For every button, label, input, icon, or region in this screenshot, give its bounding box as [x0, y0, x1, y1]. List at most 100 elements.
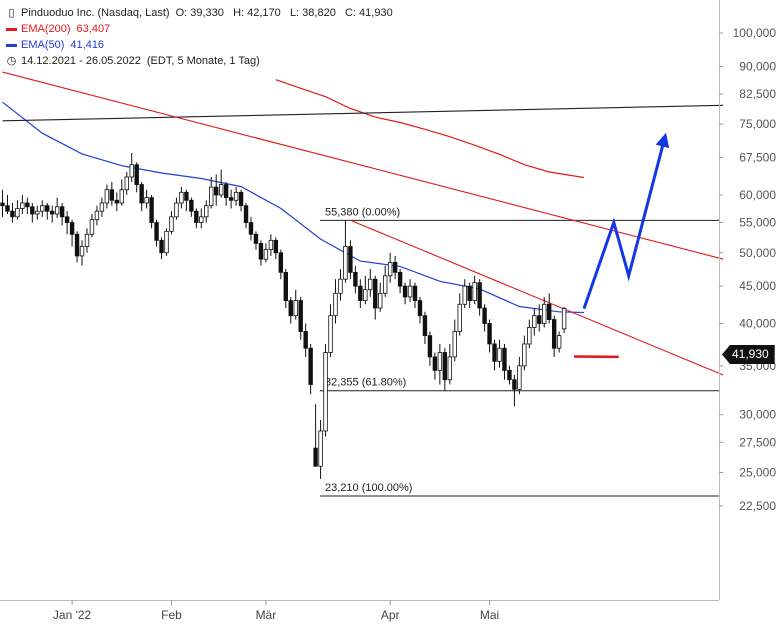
candle	[194, 208, 199, 229]
candle	[119, 179, 124, 206]
candle-body	[561, 308, 567, 330]
candle	[109, 182, 115, 206]
candle-body	[129, 164, 134, 178]
candle	[353, 265, 358, 294]
candle-body	[348, 246, 353, 273]
candle-body	[119, 189, 124, 204]
candle	[20, 194, 25, 215]
ema50-path	[2, 101, 585, 314]
y-tick-label: 100,000	[733, 26, 777, 40]
candle-body	[64, 216, 70, 223]
candle	[268, 234, 274, 256]
candle	[248, 216, 254, 241]
candle	[308, 343, 313, 395]
candle-body	[283, 271, 288, 301]
candle-body	[298, 300, 303, 332]
candle-body	[556, 335, 562, 349]
ohlc-values: O: 39,330 H: 42,170 L: 38,820 C: 41,930	[175, 7, 393, 19]
y-tick-label: 25,000	[739, 466, 776, 480]
ema50-swatch	[6, 43, 17, 47]
candle	[159, 237, 164, 260]
candle	[169, 211, 174, 235]
candle	[278, 249, 284, 280]
candle	[84, 228, 90, 253]
candle	[50, 205, 55, 223]
candle	[209, 176, 214, 209]
candle	[532, 308, 537, 336]
candle-body	[35, 210, 40, 215]
candle-body	[422, 315, 428, 337]
candlestick-icon: ▯	[8, 7, 15, 19]
candle	[253, 231, 259, 250]
candle-body	[273, 239, 279, 254]
candle	[288, 296, 293, 324]
trendline-red	[350, 219, 724, 376]
x-tick-label: Mai	[480, 608, 499, 622]
candle-body	[373, 278, 378, 309]
candle	[214, 174, 219, 206]
candle	[64, 211, 70, 235]
candle	[522, 335, 527, 371]
candle	[129, 152, 134, 183]
candle	[397, 269, 403, 294]
candle-body	[487, 323, 492, 345]
candle-body	[15, 208, 20, 218]
ema50-label: EMA(50)	[21, 39, 65, 51]
candle-body	[457, 303, 462, 332]
candle	[492, 339, 497, 371]
x-tick-label: Feb	[161, 608, 182, 622]
candle-body	[154, 222, 159, 241]
y-tick-label: 50,000	[739, 246, 776, 260]
y-tick-label: 75,000	[739, 117, 776, 131]
chart-legend: ▯ Pinduoduo Inc. (Nasdaq, Last) O: 39,33…	[6, 5, 393, 69]
candle-body	[542, 303, 547, 324]
legend-range-row: ◷ 14.12.2021 - 26.05.2022 (EDT, 5 Monate…	[6, 53, 393, 69]
candle	[189, 197, 194, 217]
candle-body	[417, 300, 423, 317]
ema50-line	[2, 101, 585, 314]
y-tick-label: 40,000	[739, 316, 776, 330]
candle-body	[338, 278, 343, 294]
candle	[89, 214, 95, 238]
candle	[174, 197, 179, 220]
candle-body	[547, 303, 552, 320]
candle-body	[40, 205, 45, 212]
candle	[333, 279, 338, 324]
chart-instrument: Pinduoduo Inc. (Nasdaq, Last)	[21, 7, 170, 19]
candle	[547, 293, 552, 324]
candle	[273, 237, 279, 260]
candle	[223, 182, 229, 206]
candle	[263, 243, 269, 263]
candle-body	[522, 343, 527, 367]
candle	[537, 304, 542, 332]
candle	[427, 331, 433, 366]
candle-body	[482, 307, 487, 324]
ema200-swatch	[6, 27, 17, 31]
candle	[134, 162, 139, 193]
candle	[457, 293, 462, 336]
candle-body	[189, 199, 194, 212]
candle	[422, 311, 428, 344]
candle	[313, 404, 318, 467]
candle-body	[253, 233, 259, 244]
x-tick-label: Jan '22	[53, 608, 92, 622]
candle	[30, 202, 35, 223]
candle	[368, 269, 373, 297]
candle	[447, 343, 452, 385]
candle-body	[228, 197, 234, 201]
trendlines	[2, 71, 724, 376]
candle-body	[223, 184, 229, 199]
price-levels: 55,380 (0.00%) 32,355 (61.80%) 23,210 (100…	[320, 206, 719, 497]
candle-body	[84, 233, 90, 247]
candle	[0, 189, 5, 217]
candle	[40, 200, 45, 217]
candle-body	[363, 289, 368, 301]
candle	[338, 269, 343, 301]
candle	[497, 339, 502, 368]
candle-body	[59, 206, 65, 218]
candle	[139, 182, 144, 212]
y-tick-label: 55,000	[739, 216, 776, 230]
candle-body	[343, 246, 348, 280]
